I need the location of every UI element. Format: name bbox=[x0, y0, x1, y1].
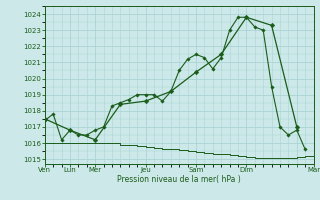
X-axis label: Pression niveau de la mer( hPa ): Pression niveau de la mer( hPa ) bbox=[117, 175, 241, 184]
